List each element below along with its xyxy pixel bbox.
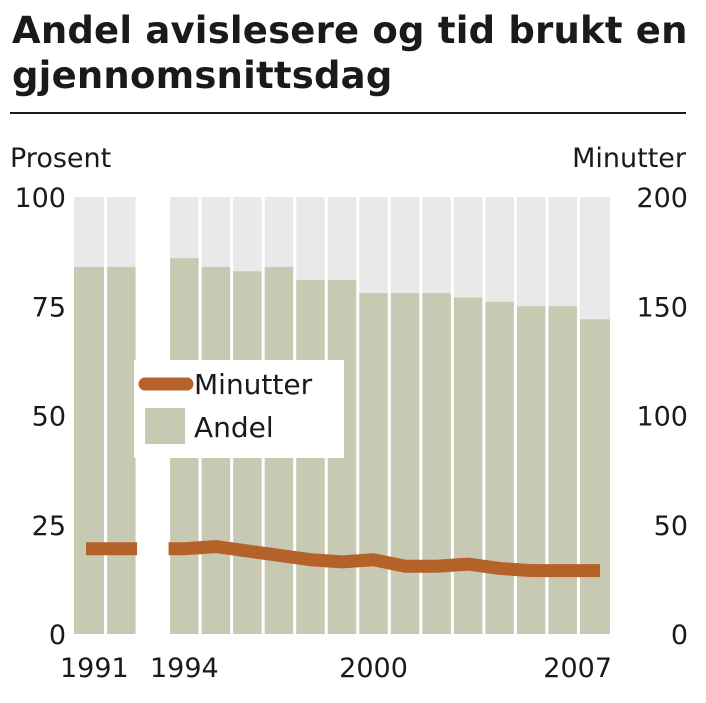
right-tick-150: 150 [636,292,688,323]
x-tick-2000: 2000 [339,653,408,684]
bar-2000 [357,293,390,634]
minutter-line-group [83,540,601,578]
legend-label-minutter: Minutter [194,368,313,401]
right-axis-ticks: 200 150 100 50 0 [636,183,688,651]
bar-2007 [578,319,610,634]
left-tick-50: 50 [32,402,66,433]
x-axis-ticks: 1991 1994 2000 2007 [60,653,612,684]
legend-swatch-andel [145,408,185,444]
right-tick-0: 0 [671,620,688,651]
x-tick-1991: 1991 [60,653,129,684]
left-axis-title: Prosent [10,143,111,174]
bar-2003 [452,297,484,634]
right-tick-200: 200 [636,183,688,214]
bar-1992 [105,266,138,634]
bar-2002 [420,293,453,634]
title-rule [10,112,686,114]
bar-2001 [389,293,421,634]
bar-2005 [515,306,547,634]
left-tick-75: 75 [32,292,66,323]
bar-1991 [74,266,106,634]
minutter-line-segment-1 [168,540,601,578]
x-tick-1994: 1994 [150,653,219,684]
legend: Minutter Andel [134,360,344,458]
x-tick-2007: 2007 [543,653,612,684]
left-axis-ticks: 100 75 50 25 0 [14,183,66,651]
bar-2006 [546,306,579,634]
bar-2004 [483,301,516,634]
left-tick-25: 25 [32,511,66,542]
left-tick-100: 100 [14,183,66,214]
right-axis-title: Minutter [572,143,687,174]
chart-title: Andel avislesere og tid brukt en gjennom… [12,9,688,97]
right-tick-100: 100 [636,402,688,433]
left-tick-0: 0 [49,620,66,651]
right-tick-50: 50 [654,511,688,542]
legend-label-andel: Andel [194,411,274,444]
